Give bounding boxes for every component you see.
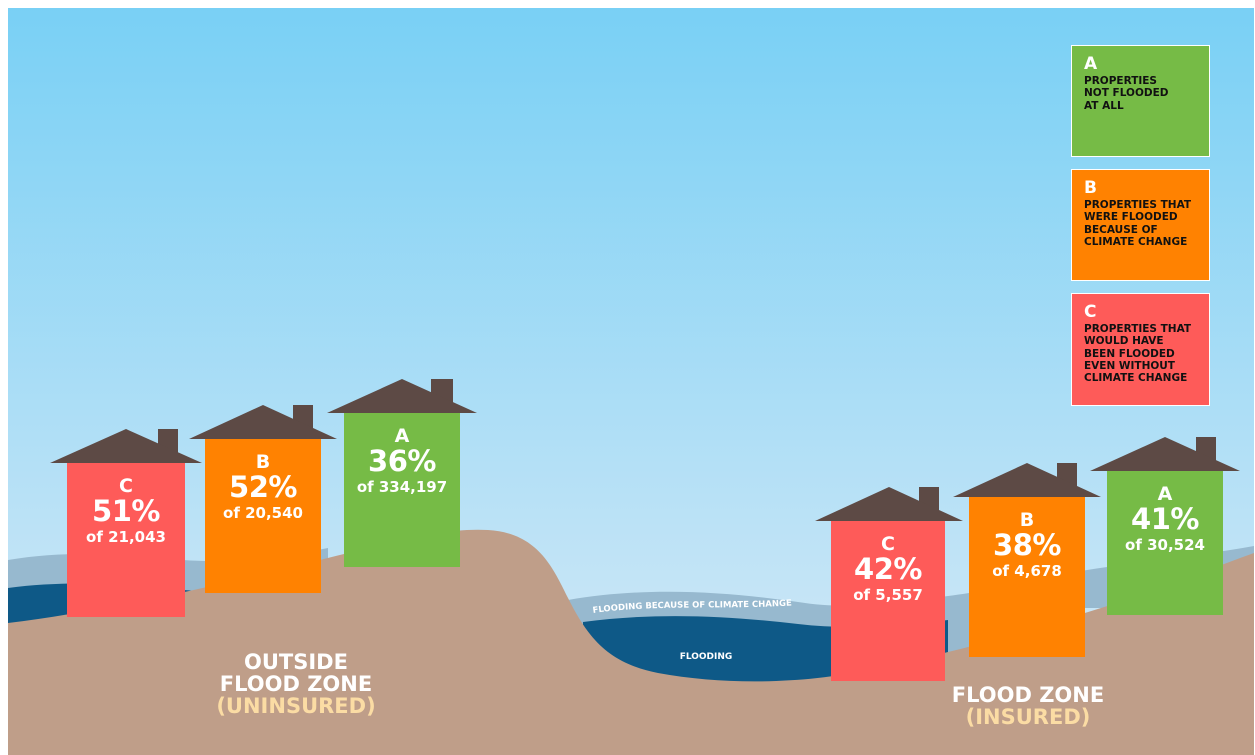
- house-body: B 38% of 4,678: [969, 497, 1085, 657]
- house-total: of 30,524: [1125, 535, 1205, 554]
- house-percent: 42%: [854, 552, 922, 586]
- legend-item-a: A PROPERTIES NOT FLOODED AT ALL: [1071, 45, 1210, 157]
- legend-item-c: C PROPERTIES THAT WOULD HAVE BEEN FLOODE…: [1071, 293, 1210, 406]
- house-body: B 52% of 20,540: [205, 439, 321, 593]
- outside-zone-label: OUTSIDE FLOOD ZONE (UNINSURED): [176, 651, 416, 717]
- legend-text: PROPERTIES THAT WOULD HAVE BEEN FLOODED …: [1084, 323, 1192, 385]
- house-letter: B: [1019, 509, 1035, 531]
- house-inside-c: C 42% of 5,557: [815, 485, 963, 681]
- house-total: of 334,197: [356, 477, 448, 496]
- outside-zone-title: OUTSIDE FLOOD ZONE: [219, 650, 373, 697]
- house-percent: 51%: [92, 494, 160, 528]
- roof-icon: [1090, 437, 1240, 471]
- roof-icon: [815, 487, 963, 521]
- roof-icon: [327, 379, 477, 413]
- house-letter: C: [881, 533, 895, 555]
- house-total: of 4,678: [992, 561, 1062, 580]
- roof-icon: [189, 405, 337, 439]
- legend-text: PROPERTIES NOT FLOODED AT ALL: [1084, 75, 1169, 112]
- house-total: of 20,540: [223, 503, 303, 522]
- house-total: of 21,043: [86, 527, 166, 546]
- flood-zone-subtitle: (INSURED): [965, 705, 1091, 730]
- house-inside-b: B 38% of 4,678: [953, 461, 1101, 657]
- house-outside-a: A 36% of 334,197: [327, 377, 477, 567]
- flooding-label: FLOODING: [680, 652, 733, 662]
- flood-zone-infographic: FLOODING BECAUSE OF CLIMATE CHANGE FLOOD…: [8, 8, 1254, 755]
- house-letter: A: [394, 425, 410, 447]
- house-body: A 36% of 334,197: [344, 413, 460, 567]
- house-body: A 41% of 30,524: [1107, 471, 1223, 615]
- flood-zone-label: FLOOD ZONE (INSURED): [918, 684, 1138, 728]
- legend-text: PROPERTIES THAT WERE FLOODED BECAUSE OF …: [1084, 199, 1192, 248]
- roof-icon: [953, 463, 1101, 497]
- house-percent: 52%: [229, 470, 297, 504]
- legend-item-b: B PROPERTIES THAT WERE FLOODED BECAUSE O…: [1071, 169, 1210, 281]
- legend-key: A: [1084, 54, 1098, 74]
- house-letter: C: [119, 475, 133, 497]
- house-inside-a: A 41% of 30,524: [1090, 435, 1240, 615]
- outside-zone-subtitle: (UNINSURED): [216, 694, 376, 719]
- roof-icon: [50, 429, 202, 463]
- house-outside-c: C 51% of 21,043: [50, 427, 202, 617]
- house-body: C 42% of 5,557: [831, 521, 945, 681]
- flood-zone-title: FLOOD ZONE: [951, 683, 1105, 707]
- house-percent: 38%: [993, 528, 1061, 562]
- house-letter: A: [1157, 483, 1173, 505]
- house-letter: B: [255, 451, 271, 473]
- house-percent: 36%: [368, 444, 436, 478]
- house-total: of 5,557: [853, 585, 923, 604]
- house-body: C 51% of 21,043: [67, 463, 185, 617]
- legend-key: B: [1084, 178, 1097, 198]
- legend-key: C: [1084, 302, 1097, 322]
- house-outside-b: B 52% of 20,540: [189, 403, 337, 593]
- house-percent: 41%: [1131, 502, 1199, 536]
